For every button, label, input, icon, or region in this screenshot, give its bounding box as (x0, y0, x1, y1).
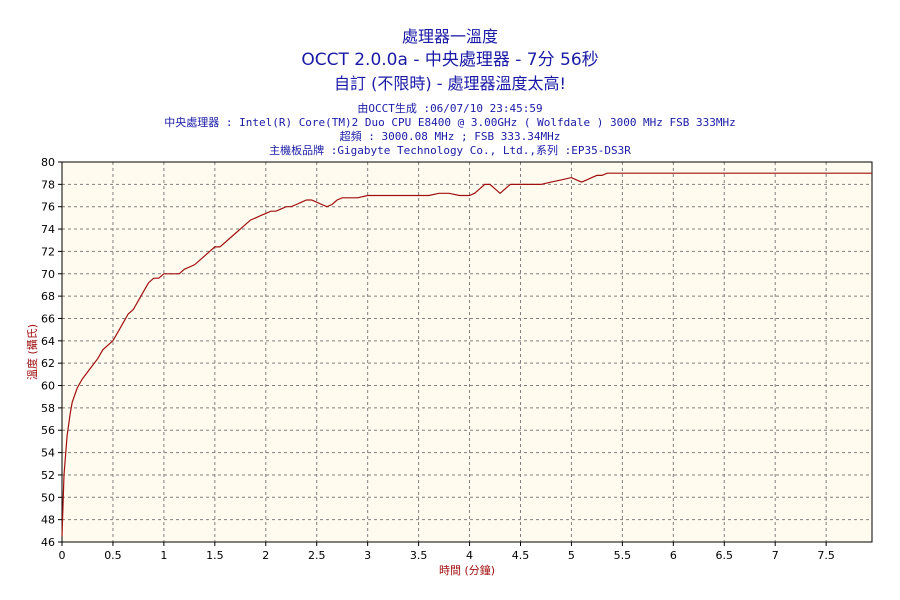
y-tick-label: 76 (41, 201, 55, 214)
x-tick-label: 1.5 (206, 549, 224, 562)
chart-title-block: 處理器一溫度 OCCT 2.0.0a - 中央處理器 - 7分 56秒 自訂 (… (0, 26, 900, 96)
y-tick-label: 54 (41, 447, 55, 460)
y-tick-label: 70 (41, 268, 55, 281)
x-tick-label: 7 (772, 549, 779, 562)
y-tick-label: 60 (41, 380, 55, 393)
y-tick-label: 56 (41, 424, 55, 437)
plot-frame (61, 161, 873, 543)
y-tick-label: 46 (41, 536, 55, 549)
chart-status: 自訂 (不限時) - 處理器溫度太高! (334, 74, 566, 93)
y-tick-label: 58 (41, 402, 55, 415)
y-tick-label: 50 (41, 491, 55, 504)
x-tick-label: 4.5 (512, 549, 530, 562)
cpu-line: 中央處理器 : Intel(R) Core(TM)2 Duo CPU E8400… (164, 116, 736, 129)
x-tick-label: 3.5 (410, 549, 428, 562)
axes (58, 161, 873, 546)
chart-subtitle: OCCT 2.0.0a - 中央處理器 - 7分 56秒 (301, 50, 599, 70)
y-tick-label: 64 (41, 335, 55, 348)
x-tick-label: 6 (670, 549, 677, 562)
x-axis-label: 時間 (分鐘) (439, 563, 495, 577)
y-tick-label: 68 (41, 290, 55, 303)
tick-labels: 0 0.5 1 1.5 2 2.5 3 3.5 4 4.5 5 5.5 6 6.5 7 7.5 46 48 50 52… (41, 156, 835, 562)
x-tick-label: 6.5 (716, 549, 734, 562)
y-tick-label: 52 (41, 469, 55, 482)
temperature-series-line (61, 172, 872, 537)
y-tick-label: 72 (41, 245, 55, 258)
motherboard-line: 主機板品牌 :Gigabyte Technology Co., Ltd.,系列 … (269, 144, 631, 157)
x-tick-label: 5 (568, 549, 575, 562)
y-tick-label: 66 (41, 312, 55, 325)
y-tick-label: 48 (41, 514, 55, 527)
x-tick-label: 0.5 (104, 549, 122, 562)
x-tick-label: 1 (160, 549, 167, 562)
x-tick-label: 2 (262, 549, 269, 562)
grid-lines (62, 162, 872, 542)
y-tick-label: 78 (41, 178, 55, 191)
x-tick-label: 5.5 (614, 549, 632, 562)
y-tick-label: 62 (41, 357, 55, 370)
plot-area (62, 162, 872, 542)
frequency-line: 超頻 : 3000.08 MHz ; FSB 333.34MHz (339, 130, 561, 143)
y-tick-label: 74 (41, 223, 55, 236)
generated-line: 由OCCT生成 :06/07/10 23:45:59 (357, 102, 543, 115)
y-axis-label: 溫度 (攝氏) (25, 324, 39, 380)
x-tick-label: 2.5 (308, 549, 326, 562)
x-tick-label: 0 (59, 549, 66, 562)
y-tick-label: 80 (41, 156, 55, 169)
system-info-block: 由OCCT生成 :06/07/10 23:45:59 中央處理器 : Intel… (0, 102, 900, 158)
chart-title: 處理器一溫度 (401, 27, 498, 46)
x-tick-label: 7.5 (817, 549, 835, 562)
x-tick-label: 3 (364, 549, 371, 562)
x-tick-label: 4 (466, 549, 473, 562)
